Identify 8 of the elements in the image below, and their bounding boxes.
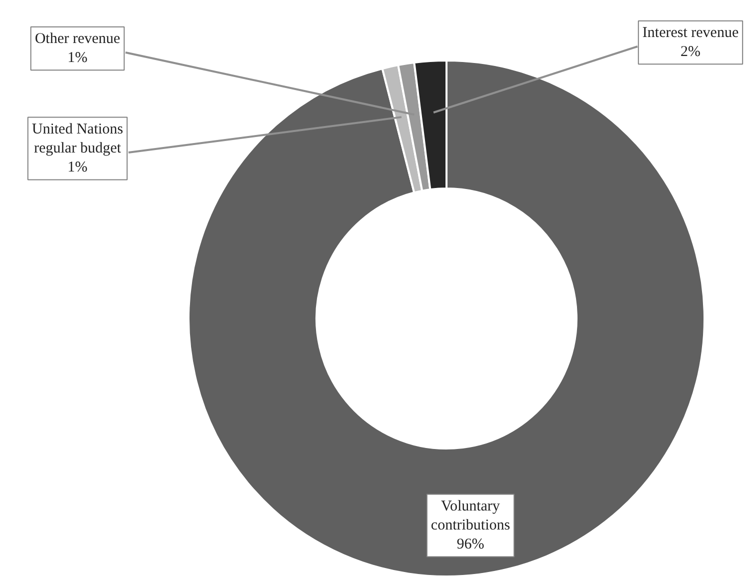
data-label: 96% [456, 536, 484, 553]
slice-label: Other revenue [34, 30, 121, 47]
slice-label: United Nations regular budget [32, 121, 124, 156]
slice-label: Interest revenue [642, 24, 739, 41]
slice-label: Voluntary contributions [430, 498, 510, 534]
data-label: 2% [680, 44, 700, 60]
data-label: 1% [68, 50, 88, 66]
data-label: 1% [68, 160, 88, 176]
